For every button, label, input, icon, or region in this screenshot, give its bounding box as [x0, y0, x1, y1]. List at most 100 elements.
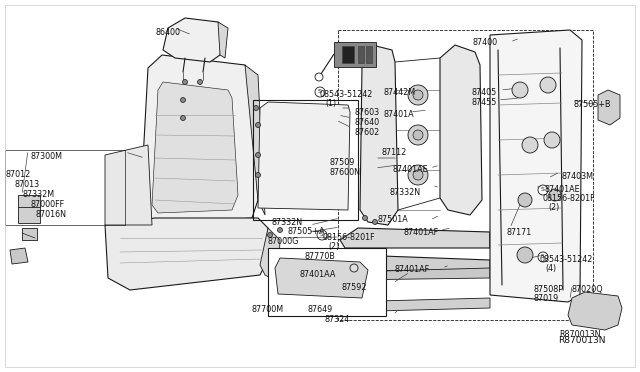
Polygon shape: [105, 145, 152, 225]
Text: S: S: [319, 232, 323, 237]
Circle shape: [198, 80, 202, 84]
Text: 86400: 86400: [155, 28, 180, 37]
Text: 87019: 87019: [534, 294, 559, 303]
Text: 87501A: 87501A: [378, 215, 409, 224]
Polygon shape: [340, 255, 490, 272]
Text: 87603: 87603: [355, 108, 380, 117]
Text: S: S: [540, 187, 544, 192]
Polygon shape: [245, 65, 265, 215]
Text: 08156-8201F: 08156-8201F: [543, 194, 596, 203]
Text: 87016N: 87016N: [35, 210, 66, 219]
Circle shape: [517, 247, 533, 263]
Text: 87600N: 87600N: [330, 168, 361, 177]
Text: R870013N: R870013N: [558, 336, 605, 345]
Polygon shape: [340, 298, 490, 312]
Circle shape: [538, 185, 548, 195]
Circle shape: [540, 77, 556, 93]
Circle shape: [522, 137, 538, 153]
Polygon shape: [163, 18, 225, 62]
Polygon shape: [258, 102, 350, 210]
Bar: [5, 150, 125, 225]
Polygon shape: [275, 258, 368, 298]
Text: 87401AF: 87401AF: [404, 228, 439, 237]
Polygon shape: [360, 45, 398, 225]
Text: 87000FF: 87000FF: [30, 200, 64, 209]
Text: 87012: 87012: [5, 170, 30, 179]
Text: 87000G: 87000G: [268, 237, 300, 246]
Bar: [342, 46, 354, 63]
Circle shape: [255, 153, 260, 157]
Circle shape: [180, 97, 186, 103]
Text: 87505+A: 87505+A: [288, 227, 326, 236]
Text: (1): (1): [325, 99, 336, 108]
Text: 87401AE: 87401AE: [545, 185, 580, 194]
Text: 87405: 87405: [472, 88, 497, 97]
Polygon shape: [140, 55, 258, 225]
Bar: [253, 100, 358, 220]
Polygon shape: [598, 90, 620, 125]
Polygon shape: [490, 225, 530, 248]
Text: 87505+B: 87505+B: [574, 100, 611, 109]
Text: 87401AF: 87401AF: [395, 265, 430, 274]
Text: 87640: 87640: [355, 118, 380, 127]
Text: 87455: 87455: [472, 98, 497, 107]
Text: 87112: 87112: [382, 148, 407, 157]
Circle shape: [317, 230, 327, 240]
Text: 87442M: 87442M: [384, 88, 416, 97]
Bar: [358, 46, 364, 63]
Text: 87400: 87400: [473, 38, 498, 47]
Text: 87401AA: 87401AA: [300, 270, 337, 279]
Circle shape: [315, 73, 323, 81]
Circle shape: [350, 264, 358, 272]
Bar: [22, 228, 37, 240]
Text: (2): (2): [548, 203, 559, 212]
Polygon shape: [152, 82, 238, 213]
Text: 87332M: 87332M: [22, 190, 54, 199]
Text: 87171: 87171: [507, 228, 532, 237]
Circle shape: [268, 232, 273, 237]
Circle shape: [413, 130, 423, 140]
Text: 87508P: 87508P: [534, 285, 564, 294]
Text: 87770B: 87770B: [305, 252, 336, 261]
Text: S: S: [540, 254, 544, 259]
Circle shape: [255, 122, 260, 128]
Circle shape: [538, 252, 548, 262]
Text: 08543-51242: 08543-51242: [540, 255, 593, 264]
Polygon shape: [105, 218, 268, 290]
Circle shape: [518, 193, 532, 207]
Circle shape: [362, 215, 367, 221]
Circle shape: [549, 189, 561, 201]
Polygon shape: [568, 292, 622, 330]
Circle shape: [182, 80, 188, 84]
Polygon shape: [345, 268, 490, 280]
Circle shape: [372, 219, 378, 224]
Text: 87649: 87649: [308, 305, 333, 314]
Polygon shape: [440, 45, 482, 215]
Text: 87592: 87592: [342, 283, 367, 292]
Text: 08156-8201F: 08156-8201F: [323, 233, 376, 242]
Text: 87332N: 87332N: [272, 218, 303, 227]
Text: (2): (2): [328, 242, 339, 251]
Polygon shape: [260, 228, 280, 282]
Circle shape: [413, 170, 423, 180]
Polygon shape: [218, 22, 228, 58]
Circle shape: [512, 82, 528, 98]
Bar: [334, 42, 376, 67]
Circle shape: [253, 106, 259, 110]
Bar: [366, 46, 372, 63]
Text: 08543-51242: 08543-51242: [320, 90, 373, 99]
Bar: [338, 30, 593, 320]
Text: 87020Q: 87020Q: [572, 285, 604, 294]
Circle shape: [413, 90, 423, 100]
Circle shape: [408, 125, 428, 145]
Circle shape: [255, 173, 260, 177]
Text: 87700M: 87700M: [252, 305, 284, 314]
Text: R870013N: R870013N: [559, 330, 600, 339]
Text: 87403M: 87403M: [562, 172, 594, 181]
Polygon shape: [10, 248, 28, 264]
Polygon shape: [490, 30, 582, 302]
Circle shape: [408, 165, 428, 185]
Text: (4): (4): [545, 264, 556, 273]
Bar: [268, 248, 386, 316]
Circle shape: [180, 115, 186, 121]
